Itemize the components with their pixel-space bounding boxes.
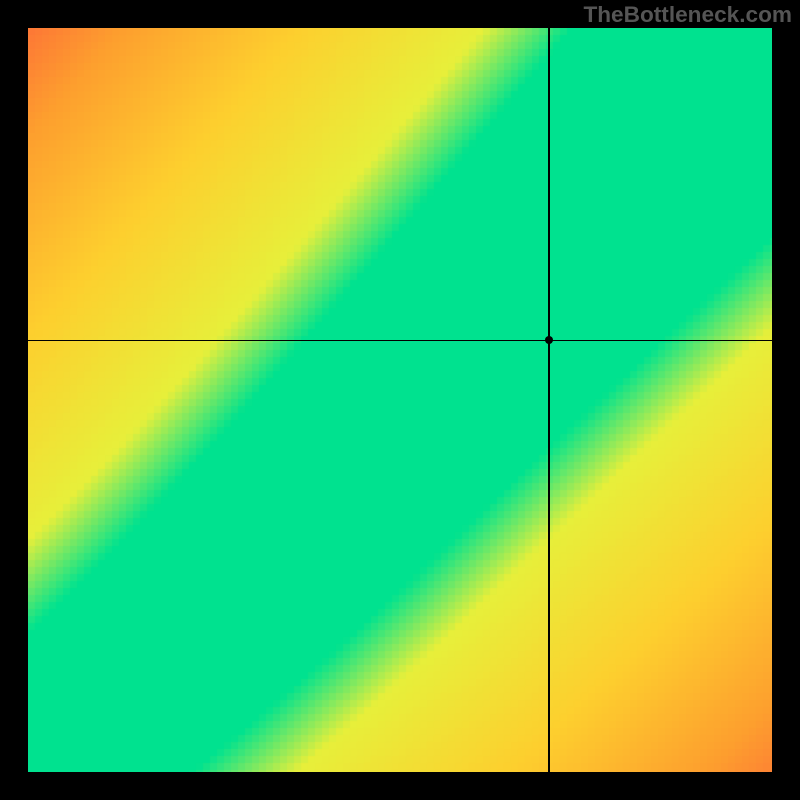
chart-container: TheBottleneck.com — [0, 0, 800, 800]
heatmap-canvas — [28, 28, 772, 772]
crosshair-vertical — [548, 28, 550, 772]
marker-point — [545, 336, 553, 344]
crosshair-horizontal — [28, 340, 772, 342]
watermark-text: TheBottleneck.com — [583, 2, 792, 28]
